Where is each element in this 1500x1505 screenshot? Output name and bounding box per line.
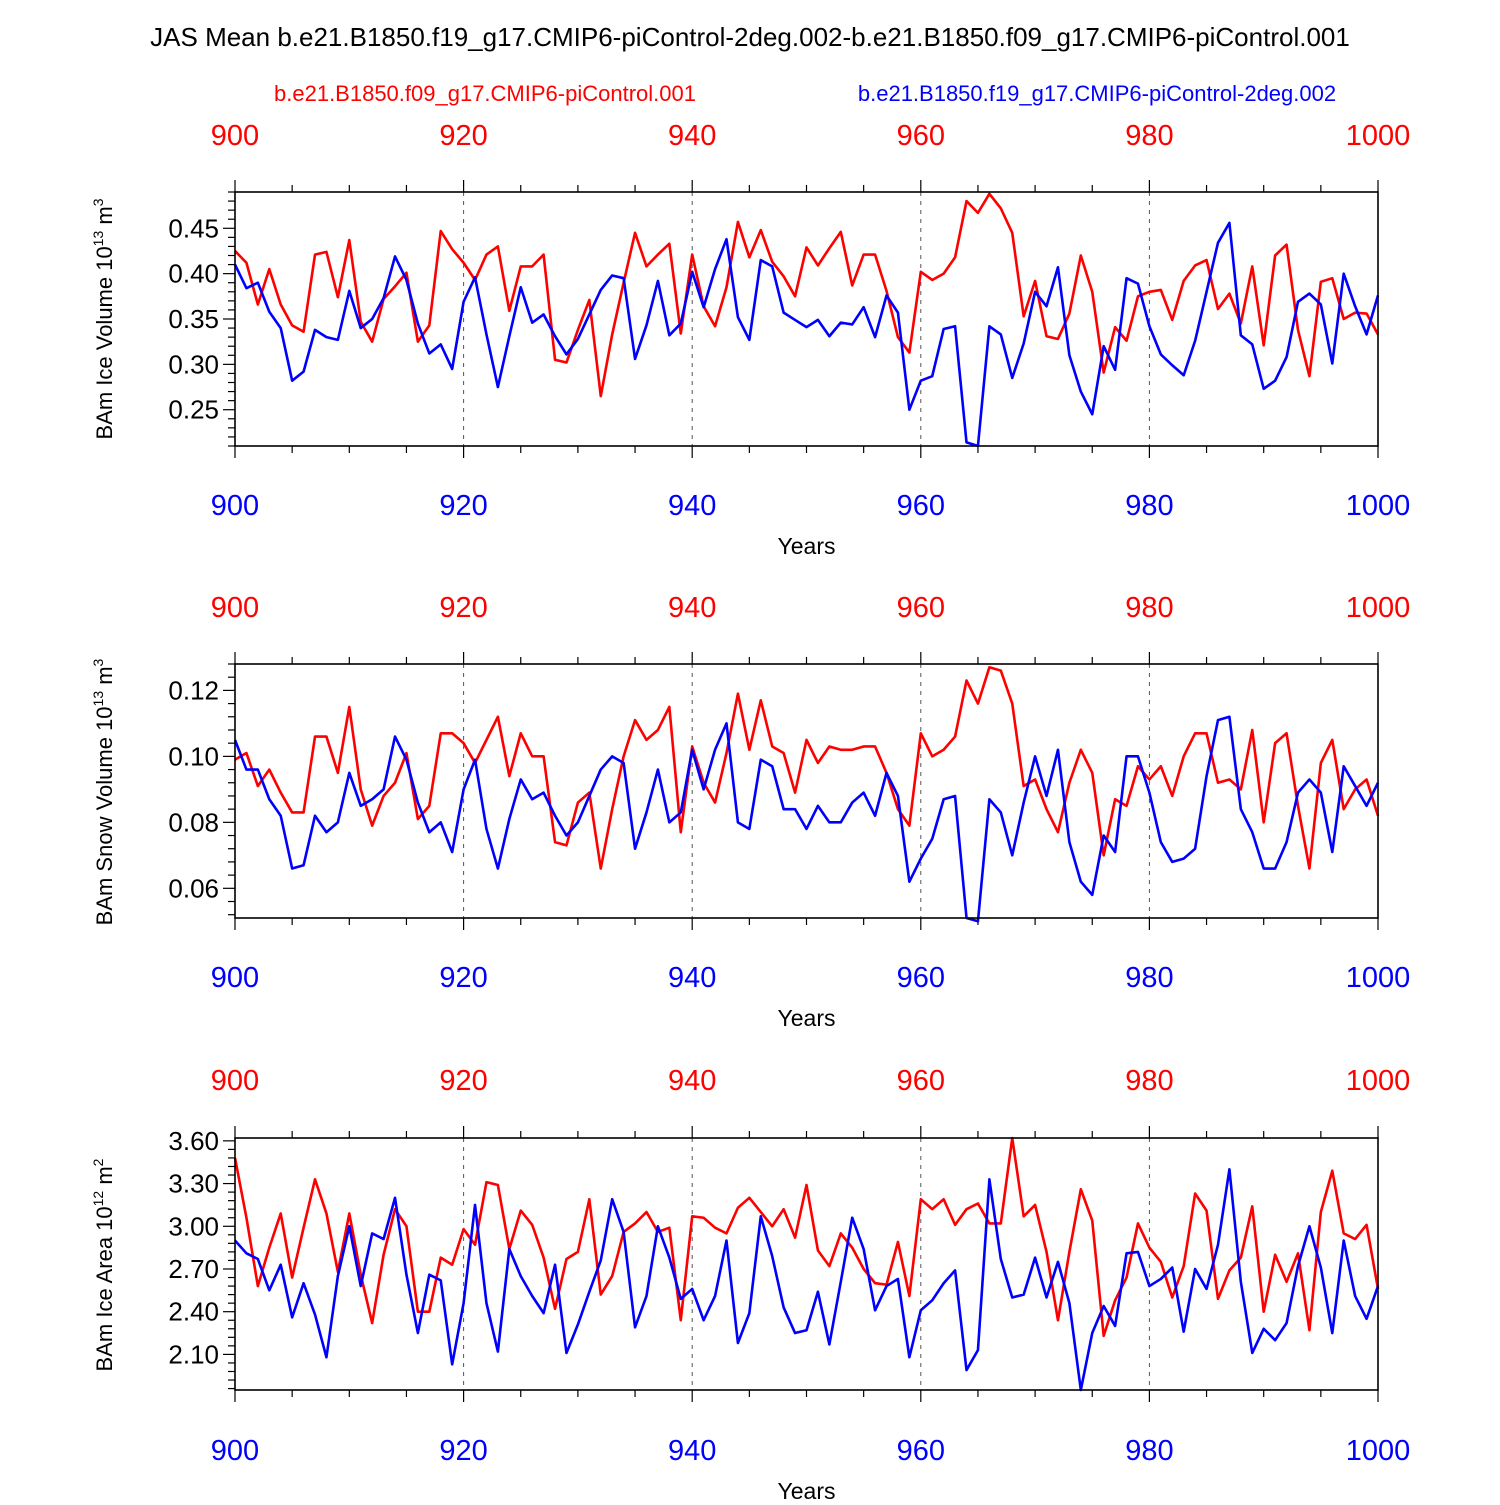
x-tick-label-top: 940 (668, 1065, 716, 1097)
x-tick-label-bottom: 960 (897, 962, 945, 994)
plot-frame (234, 191, 1379, 447)
y-tick-label: 0.40 (168, 259, 219, 289)
x-tick-label-top: 980 (1125, 592, 1173, 624)
y-tick-label: 3.60 (168, 1126, 219, 1156)
panels-group: 0.25 0.30 0.35 0.40 0.45 900 900 920 920 940 940 96… (90, 120, 1411, 1504)
y-tick-label: 2.10 (168, 1339, 219, 1369)
y-tick-label: 0.35 (168, 304, 219, 334)
x-axis-label: Years (778, 533, 836, 559)
x-tick-label-top: 960 (897, 1065, 945, 1097)
x-tick-label-top: 900 (211, 120, 259, 152)
x-tick-label-bottom: 940 (668, 490, 716, 522)
x-tick-label-bottom: 900 (211, 962, 259, 994)
x-tick-label-top: 920 (439, 1065, 487, 1097)
x-tick-label-top: 960 (897, 120, 945, 152)
y-axis-label: BAm Ice Volume 1013 m3 (90, 198, 117, 439)
x-tick-label-bottom: 960 (897, 1435, 945, 1467)
series-line-blue (233, 715, 1380, 923)
series-line-red (234, 192, 1380, 398)
x-tick-label-bottom: 980 (1125, 490, 1173, 522)
panel-2: 0.06 0.08 0.10 0.12 900 900 920 920 940 940 960 960… (90, 592, 1410, 1031)
series-line-blue (234, 1168, 1380, 1392)
panel-3: 2.10 2.40 2.70 3.00 3.30 3.60 900 900 920 920 940 9… (90, 1065, 1411, 1504)
y-tick-label: 0.12 (168, 675, 219, 705)
x-tick-label-bottom: 900 (211, 1435, 259, 1467)
x-tick-label-top: 900 (211, 592, 259, 624)
y-tick-label: 3.30 (168, 1169, 219, 1199)
x-tick-label-top: 980 (1125, 120, 1173, 152)
x-tick-label-top: 940 (668, 120, 716, 152)
x-axis-label: Years (778, 1478, 836, 1500)
legend-blue-label: b.e21.B1850.f19_g17.CMIP6-piControl-2deg… (858, 81, 1336, 106)
x-tick-label-top: 900 (211, 1065, 259, 1097)
y-tick-label: 3.00 (168, 1211, 219, 1241)
x-tick-label-bottom: 960 (897, 490, 945, 522)
figure-title: JAS Mean b.e21.B1850.f19_g17.CMIP6-piCon… (150, 22, 1350, 52)
series-line-red (233, 1136, 1380, 1338)
x-tick-label-bottom: 1000 (1346, 962, 1411, 994)
x-axis-label: Years (778, 1005, 836, 1031)
x-tick-label-top: 960 (897, 592, 945, 624)
y-tick-label: 2.40 (168, 1297, 219, 1327)
x-tick-label-bottom: 900 (211, 490, 259, 522)
x-tick-label-top: 940 (668, 592, 716, 624)
x-tick-label-bottom: 920 (439, 962, 487, 994)
plot-frame (234, 1137, 1379, 1391)
y-tick-label: 0.25 (168, 395, 219, 425)
y-axis-label: BAm Ice Area 1012 m2 (90, 1158, 117, 1371)
x-tick-label-top: 980 (1125, 1065, 1173, 1097)
y-tick-label: 0.30 (168, 349, 219, 379)
panel-1: 0.25 0.30 0.35 0.40 0.45 900 900 920 920 940 940 96… (90, 120, 1410, 559)
series-line-blue (233, 221, 1380, 448)
y-tick-label: 2.70 (168, 1254, 219, 1284)
plot-frame (234, 663, 1379, 919)
series-line-red (234, 665, 1380, 870)
y-tick-label: 0.08 (168, 807, 219, 837)
x-tick-label-bottom: 940 (668, 1435, 716, 1467)
y-axis-label: BAm Snow Volume 1013 m3 (90, 658, 117, 925)
y-tick-label: 0.45 (168, 213, 219, 243)
x-tick-label-bottom: 1000 (1346, 1435, 1411, 1467)
x-tick-label-top: 1000 (1346, 1065, 1411, 1097)
x-tick-label-bottom: 980 (1125, 1435, 1173, 1467)
x-tick-label-bottom: 920 (439, 1435, 487, 1467)
x-tick-label-top: 920 (439, 120, 487, 152)
x-tick-label-top: 1000 (1346, 120, 1411, 152)
y-tick-label: 0.06 (168, 873, 219, 903)
x-tick-label-bottom: 1000 (1346, 490, 1411, 522)
x-tick-label-bottom: 920 (439, 490, 487, 522)
x-tick-label-top: 1000 (1346, 592, 1411, 624)
y-tick-label: 0.10 (168, 741, 219, 771)
x-tick-label-bottom: 940 (668, 962, 716, 994)
x-tick-label-top: 920 (439, 592, 487, 624)
x-tick-label-bottom: 980 (1125, 962, 1173, 994)
legend-red-label: b.e21.B1850.f09_g17.CMIP6-piControl.001 (274, 81, 696, 106)
